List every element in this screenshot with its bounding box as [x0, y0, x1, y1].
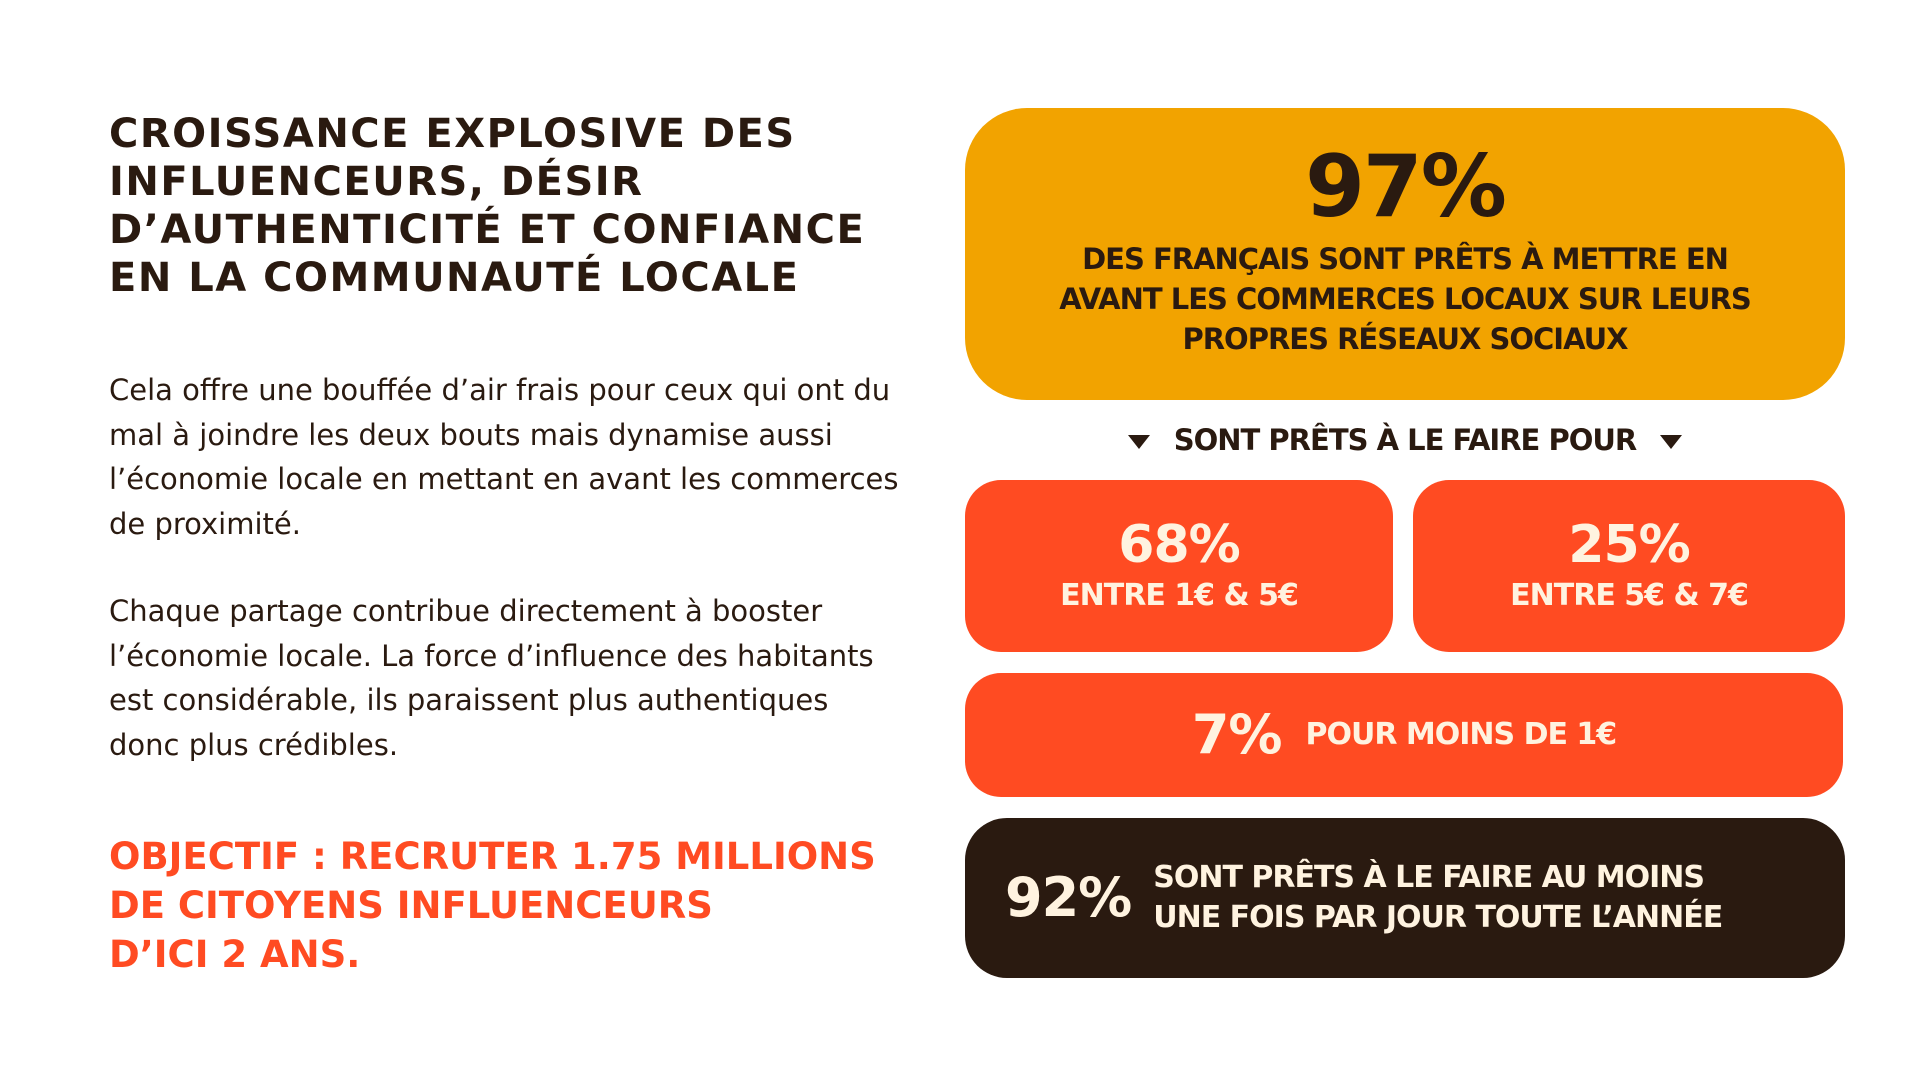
main-stat-desc-line: DES FRANÇAIS SONT PRÊTS À METTRE EN	[1082, 242, 1729, 276]
title-line: CROISSANCE EXPLOSIVE DES	[109, 111, 796, 157]
paragraph-line: est considérable, ils paraissent plus au…	[109, 683, 829, 717]
title-line: EN LA COMMUNAUTÉ LOCALE	[109, 255, 800, 301]
stat-card-25: 25% ENTRE 5€ & 7€	[1413, 480, 1845, 652]
stat-card-7: 7% POUR MOINS DE 1€	[965, 673, 1843, 797]
paragraph-2: Chaque partage contribue directement à b…	[109, 589, 929, 767]
main-stat-desc-line: PROPRES RÉSEAUX SOCIAUX	[1182, 322, 1628, 356]
stat-value: 7%	[1191, 703, 1283, 766]
paragraph-1: Cela offre une bouffée d’air frais pour …	[109, 368, 929, 546]
stat-card-92: 92% SONT PRÊTS À LE FAIRE AU MOINS UNE F…	[965, 818, 1845, 978]
title-line: INFLUENCEURS, DÉSIR	[109, 159, 644, 205]
stat-value: 25%	[1568, 515, 1690, 575]
paragraph-line: l’économie locale en mettant en avant le…	[109, 462, 899, 496]
triangle-down-icon	[1127, 435, 1150, 449]
main-stat-card: 97% DES FRANÇAIS SONT PRÊTS À METTRE EN …	[965, 108, 1845, 400]
triangle-down-icon	[1660, 435, 1683, 449]
paragraph-line: Chaque partage contribue directement à b…	[109, 594, 823, 628]
objective-line: D’ICI 2 ANS.	[109, 933, 361, 976]
objective-statement: OBJECTIF : RECRUTER 1.75 MILLIONS DE CIT…	[109, 832, 929, 979]
main-stat-desc-line: AVANT LES COMMERCES LOCAUX SUR LEURS	[1059, 282, 1752, 316]
objective-line: DE CITOYENS INFLUENCEURS	[109, 884, 713, 927]
paragraph-line: l’économie locale. La force d’influence …	[109, 638, 874, 673]
paragraph-line: Cela offre une bouffée d’air frais pour …	[109, 373, 891, 407]
paragraph-line: donc plus crédibles.	[109, 727, 399, 762]
stat-card-68: 68% ENTRE 1€ & 5€	[965, 480, 1393, 652]
subheading: SONT PRÊTS À LE FAIRE POUR	[965, 418, 1845, 462]
objective-line: OBJECTIF : RECRUTER 1.75 MILLIONS	[109, 835, 876, 878]
stat-label: ENTRE 5€ & 7€	[1510, 578, 1749, 613]
stat-value: 92%	[1005, 866, 1132, 929]
paragraph-line: de proximité.	[109, 506, 301, 541]
stat-label: SONT PRÊTS À LE FAIRE AU MOINS UNE FOIS …	[1153, 858, 1723, 938]
paragraph-line: mal à joindre les deux bouts mais dynami…	[109, 417, 833, 452]
stat-label-line: UNE FOIS PAR JOUR TOUTE L’ANNÉE	[1153, 900, 1723, 935]
main-stat-description: DES FRANÇAIS SONT PRÊTS À METTRE EN AVAN…	[1059, 239, 1752, 359]
main-stat-value: 97%	[1305, 137, 1507, 237]
stat-value: 68%	[1118, 515, 1240, 575]
stat-label-line: SONT PRÊTS À LE FAIRE AU MOINS	[1153, 860, 1705, 895]
subheading-text: SONT PRÊTS À LE FAIRE POUR	[1173, 423, 1638, 457]
stat-label: ENTRE 1€ & 5€	[1060, 578, 1299, 613]
stat-label: POUR MOINS DE 1€	[1305, 717, 1618, 752]
title-line: D’AUTHENTICITÉ ET CONFIANCE	[109, 207, 866, 253]
page-title: CROISSANCE EXPLOSIVE DES INFLUENCEURS, D…	[109, 110, 909, 302]
